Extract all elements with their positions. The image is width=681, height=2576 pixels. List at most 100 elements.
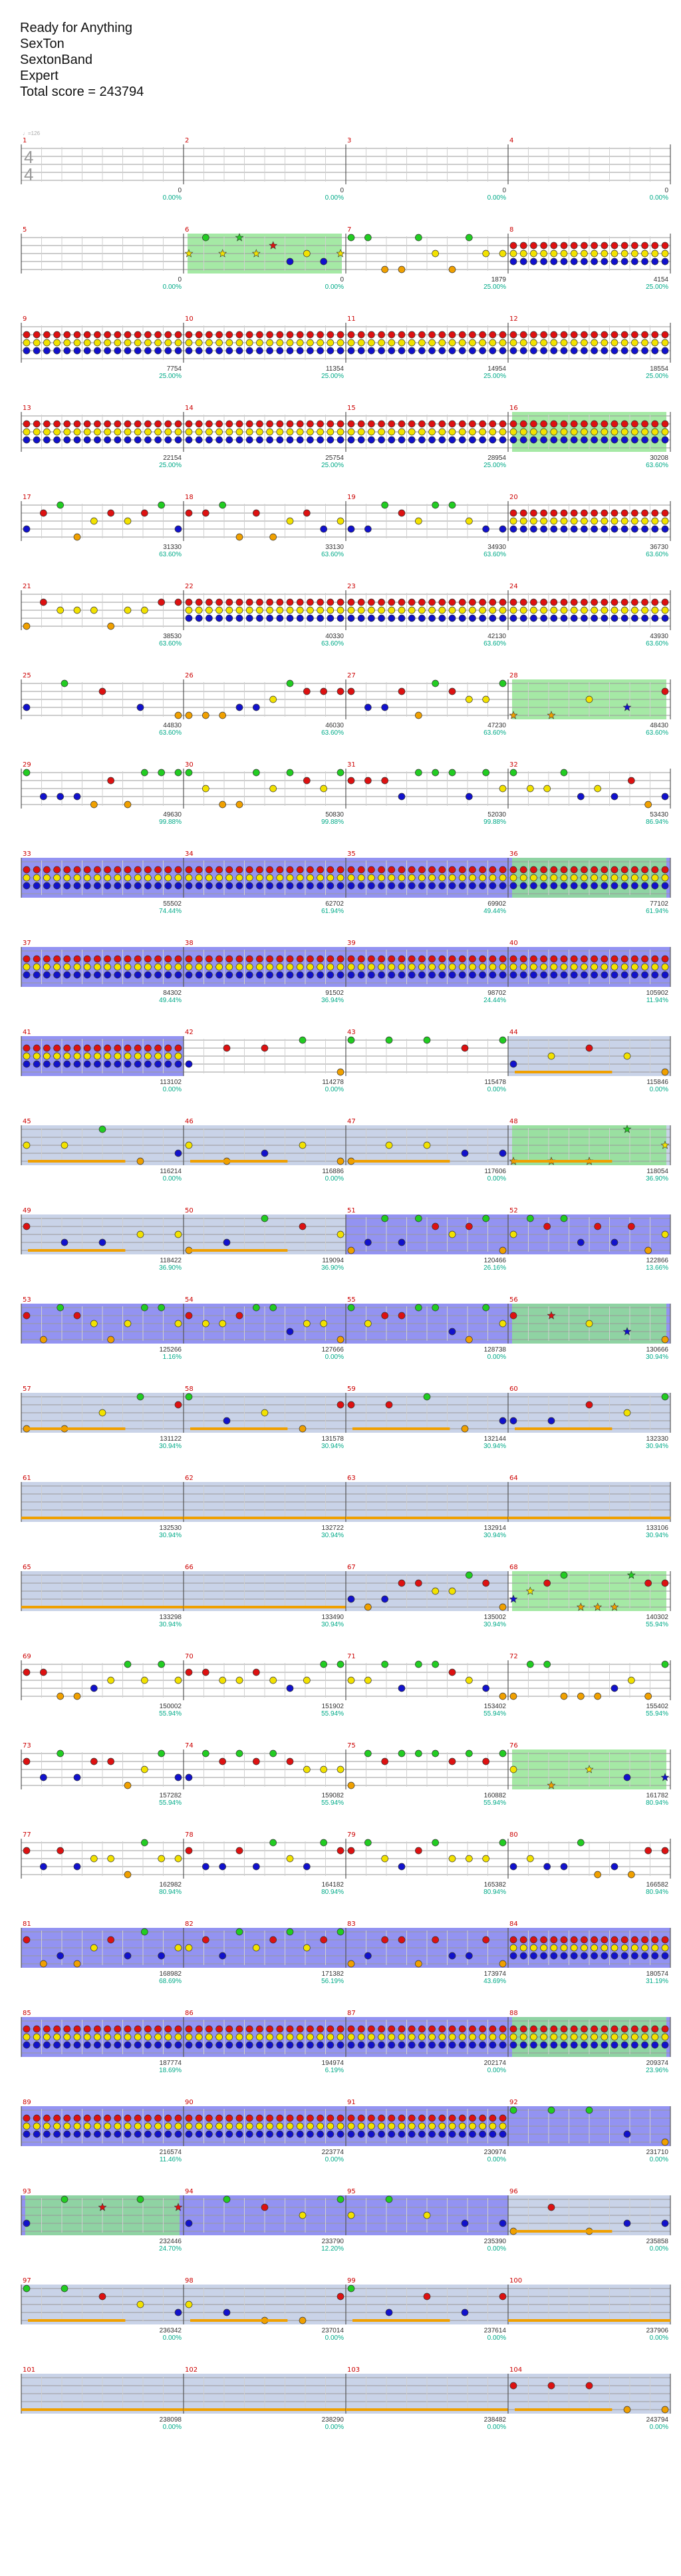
- star-note: [235, 233, 244, 242]
- note-gem: [53, 2114, 61, 2122]
- note-gem: [320, 1660, 328, 1668]
- note-gem: [509, 874, 517, 882]
- note-gem: [276, 963, 284, 971]
- note-gem: [357, 2122, 365, 2130]
- sustain-tail: [28, 1160, 126, 1163]
- note-gem: [136, 703, 144, 711]
- note-gem: [357, 598, 365, 606]
- note-gem: [499, 2114, 507, 2122]
- note-gem: [469, 2033, 476, 2041]
- note-gem: [225, 2122, 233, 2130]
- note-gem: [83, 1052, 91, 1060]
- note-gem: [620, 331, 628, 339]
- note-gem: [164, 2033, 172, 2041]
- measure-score: 114278: [322, 1079, 344, 1086]
- note-gem: [337, 1401, 344, 1409]
- measure-score: 130666: [646, 1346, 669, 1354]
- measure-score: 233790: [322, 2238, 344, 2245]
- note-gem: [570, 1944, 578, 1952]
- measure-number: 24: [509, 583, 518, 590]
- note-gem: [83, 436, 91, 444]
- overdrive-percent: 30.94%: [159, 1532, 182, 1539]
- note-gem: [570, 347, 578, 355]
- note-gem: [124, 1952, 132, 1960]
- note-gem: [581, 606, 588, 614]
- note-gem: [195, 2025, 203, 2033]
- note-gem: [479, 614, 486, 622]
- note-gem: [438, 614, 446, 622]
- measure-score: 44830: [163, 722, 182, 729]
- note-gem: [303, 1863, 311, 1871]
- sustain-tail: [190, 1160, 288, 1163]
- note-gem: [347, 2114, 355, 2122]
- note-gem: [114, 882, 122, 890]
- note-gem: [398, 793, 406, 801]
- overdrive-percent: 55.94%: [159, 1710, 182, 1718]
- note-gem: [651, 955, 659, 963]
- note-gem: [408, 2122, 416, 2130]
- note-gem: [256, 971, 263, 979]
- note-gem: [195, 2033, 203, 2041]
- overdrive-percent: 80.94%: [159, 1889, 182, 1896]
- note-gem: [219, 711, 227, 719]
- measure-score: 1879: [491, 276, 507, 283]
- note-gem: [661, 614, 669, 622]
- note-gem: [134, 1052, 142, 1060]
- note-gem: [276, 2130, 284, 2138]
- sustain-tail: [346, 1517, 508, 1519]
- measure-number: 21: [23, 583, 31, 590]
- note-gem: [286, 2130, 294, 2138]
- measure-score: 115846: [646, 1079, 668, 1086]
- note-gem: [418, 971, 426, 979]
- note-gem: [378, 874, 385, 882]
- note-gem: [601, 258, 609, 266]
- note-gem: [73, 420, 81, 428]
- note-gem: [581, 242, 588, 250]
- note-gem: [195, 2130, 203, 2138]
- note-gem: [357, 971, 365, 979]
- note-gem: [509, 2106, 517, 2114]
- note-gem: [641, 606, 648, 614]
- note-gem: [174, 525, 182, 533]
- note-gem: [570, 509, 578, 517]
- measure-number: 26: [185, 672, 194, 679]
- note-gem: [423, 1036, 431, 1044]
- overdrive-percent: 26.16%: [483, 1264, 506, 1272]
- overdrive-percent: 0.00%: [487, 2067, 506, 2074]
- note-gem: [205, 2130, 213, 2138]
- note-gem: [144, 331, 152, 339]
- note-gem: [591, 258, 598, 266]
- note-gem: [378, 331, 385, 339]
- note-gem: [235, 2122, 243, 2130]
- note-gem: [33, 2041, 41, 2049]
- note-gem: [337, 769, 344, 777]
- measure-number: 10: [185, 315, 194, 323]
- note-gem: [337, 1660, 344, 1668]
- measure-score: 236342: [160, 2327, 182, 2334]
- note-gem: [90, 1684, 98, 1692]
- note-gem: [560, 250, 568, 258]
- note-gem: [540, 866, 547, 874]
- note-gem: [98, 1238, 106, 1246]
- measure-score: 161782: [646, 1792, 669, 1799]
- note-gem: [465, 234, 473, 242]
- note-gem: [320, 1320, 328, 1328]
- note-gem: [347, 339, 355, 347]
- note-gem: [432, 769, 440, 777]
- note-gem: [623, 2130, 631, 2138]
- note-gem: [195, 420, 203, 428]
- note-gem: [627, 777, 635, 785]
- note-gem: [469, 971, 476, 979]
- note-gem: [296, 866, 304, 874]
- note-gem: [631, 258, 638, 266]
- note-gem: [378, 339, 385, 347]
- measure-number: 89: [23, 2099, 31, 2106]
- note-gem: [307, 2033, 314, 2041]
- note-gem: [509, 242, 517, 250]
- note-gem: [577, 1238, 585, 1246]
- note-gem: [620, 509, 628, 517]
- note-gem: [307, 882, 314, 890]
- note-gem: [185, 331, 193, 339]
- note-gem: [256, 436, 263, 444]
- note-gem: [364, 1749, 372, 1757]
